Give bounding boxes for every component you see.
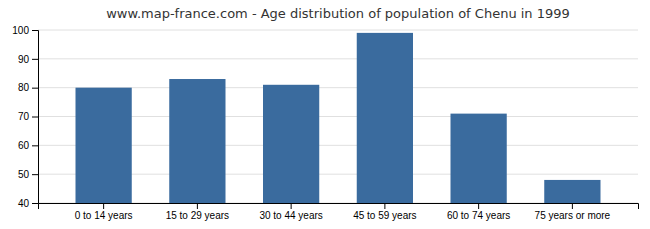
y-tick-mark [32,117,38,118]
y-tick-label: 60 [18,140,30,151]
chart-svg: 40 50 60 70 80 90 100 0 to 14 years 15 to 29 yea… [0,0,650,229]
chart-title: www.map-france.com - Age distribution of… [106,6,570,21]
bar [169,79,225,203]
bar [263,85,319,203]
y-tick-label: 80 [18,82,30,93]
bar [544,180,600,203]
y-tick-label: 40 [18,198,30,209]
x-tick: 30 to 44 years [259,203,322,221]
y-axis: 40 50 60 70 80 90 100 [12,25,38,209]
bars [76,33,601,203]
x-tick-label: 45 to 59 years [353,210,416,221]
x-tick-label: 60 to 74 years [447,210,510,221]
y-tick: 50 [18,169,38,180]
y-tick-label: 50 [18,169,30,180]
y-tick: 80 [18,82,38,93]
x-tick-label: 0 to 14 years [75,210,133,221]
y-axis-line [32,31,39,204]
y-tick: 90 [18,54,38,65]
x-tick-mark [103,203,104,209]
x-tick: 75 years or more [535,203,611,221]
x-tick-mark [478,203,479,209]
y-tick-label: 100 [12,25,29,36]
y-tick-mark [32,88,38,89]
x-axis: 0 to 14 years 15 to 29 years 30 to 44 year… [39,203,639,221]
x-tick-mark [384,203,385,209]
y-tick: 60 [18,140,38,151]
x-tick-mark [197,203,198,209]
x-axis-line [39,204,639,210]
x-tick-label: 75 years or more [535,210,611,221]
x-tick-label: 15 to 29 years [166,210,229,221]
bar [451,114,507,203]
grid-line [38,58,638,59]
y-tick: 100 [12,25,38,36]
x-tick-mark [291,203,292,209]
y-tick: 40 [18,198,38,209]
y-tick-mark [32,203,38,204]
y-tick: 70 [18,111,38,122]
y-tick-mark [32,174,38,175]
y-tick-mark [32,59,38,60]
y-tick-label: 90 [18,54,30,65]
bar [76,88,132,203]
x-tick: 45 to 59 years [353,203,416,221]
x-tick-label: 30 to 44 years [259,210,322,221]
plot-area: 40 50 60 70 80 90 100 0 to 14 years 15 to 29 yea… [12,25,638,229]
y-tick-mark [32,145,38,146]
x-tick: 60 to 74 years [447,203,510,221]
bar [357,33,413,203]
x-tick-mark [572,203,573,209]
x-tick: 15 to 29 years [166,203,229,221]
y-tick-mark [32,30,38,31]
y-tick-label: 70 [18,111,30,122]
x-tick: 0 to 14 years [75,203,133,221]
grid-line [38,30,638,31]
